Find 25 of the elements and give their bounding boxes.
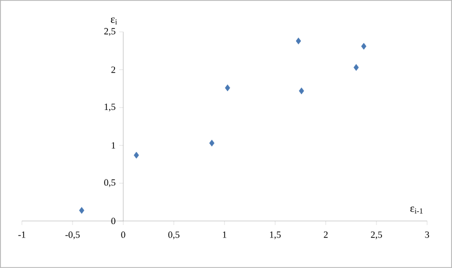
point — [224, 84, 230, 92]
point — [209, 140, 214, 147]
point — [134, 152, 139, 159]
x-tick-label: 1 — [222, 232, 226, 238]
y-tick-label: 1,5 — [104, 104, 116, 112]
y-tick-label: 0 — [111, 218, 116, 224]
point — [354, 64, 359, 71]
x-tick-label: 2,5 — [370, 232, 382, 240]
point — [296, 38, 302, 44]
y-tick-label: 2 — [111, 66, 116, 73]
x-tick-label: 1,5 — [270, 232, 281, 240]
x-tick-label: -1 — [18, 232, 26, 238]
y-axis-title: ε$_{i}$ — [110, 18, 118, 24]
y-tick-label: 0,5 — [104, 179, 116, 188]
y-tick-label: 1 — [112, 142, 116, 149]
x-tick-label: 2 — [324, 232, 328, 238]
point — [361, 42, 366, 50]
x-tick-label: -0,5 — [65, 232, 80, 240]
point — [79, 207, 84, 214]
x-tick-label: 0 — [121, 232, 126, 238]
y-tick-label: 2,5 — [104, 28, 116, 36]
x-axis-title: ε$_{i-1}$ — [410, 206, 423, 214]
point — [298, 88, 304, 94]
x-tick-label: 3 — [425, 232, 430, 238]
x-tick-label: 0,5 — [168, 232, 180, 240]
